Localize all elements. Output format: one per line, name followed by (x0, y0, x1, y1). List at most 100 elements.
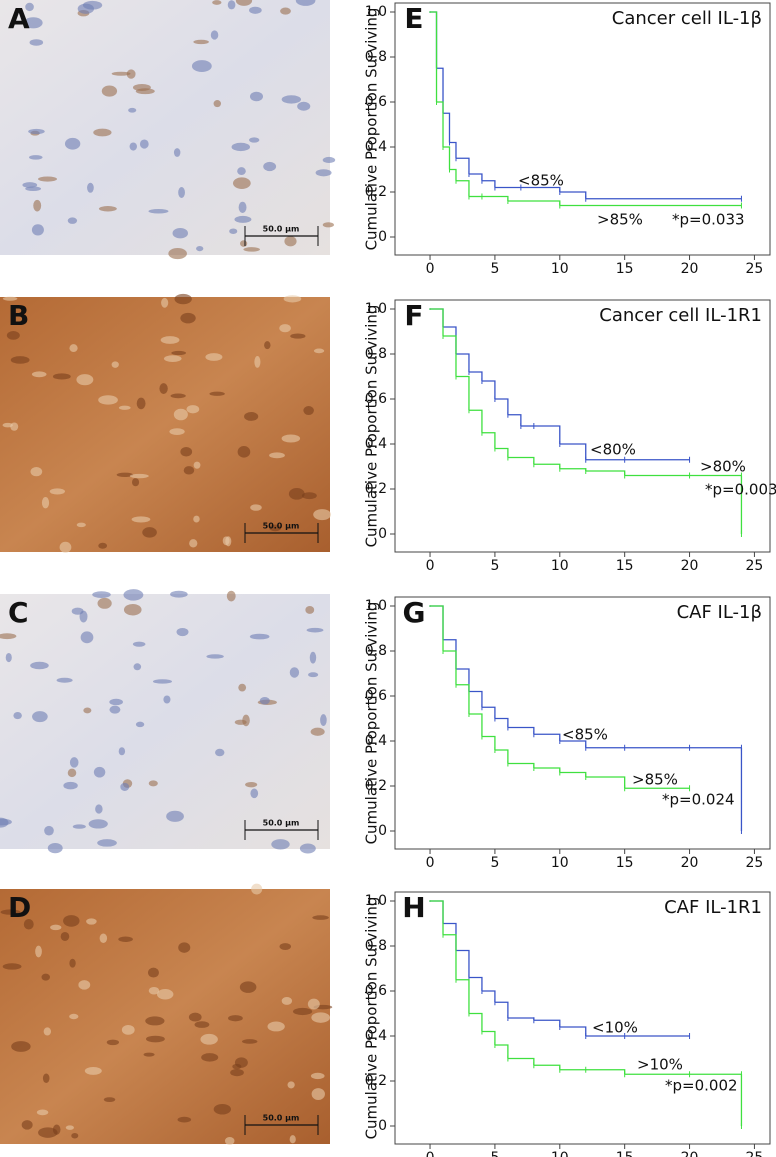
cell-nucleus (283, 295, 302, 303)
cell-nucleus (21, 1120, 33, 1130)
cell-nucleus (249, 633, 270, 640)
cell-nucleus (242, 1039, 258, 1044)
cell-nucleus (163, 355, 182, 363)
cell-nucleus (147, 967, 159, 978)
cell-nucleus (232, 177, 251, 190)
plot-frame (394, 2, 771, 256)
cell-nucleus (320, 714, 327, 726)
km-step (455, 353, 470, 372)
km-step (443, 650, 457, 685)
km-step (481, 1030, 496, 1045)
y-tick-label: 1.0 (365, 4, 387, 20)
cell-nucleus (132, 478, 140, 487)
cell-nucleus (118, 936, 133, 942)
micrograph (0, 0, 330, 255)
panel-letter: H (402, 891, 425, 924)
km-step (559, 771, 587, 777)
y-tick-label: 0 (378, 823, 387, 839)
km-step (443, 922, 457, 951)
cell-nucleus (243, 247, 260, 252)
cell-nucleus (234, 215, 252, 223)
km-step (455, 979, 470, 1014)
cell-nucleus (213, 100, 221, 108)
x-tick-label: 25 (746, 558, 764, 574)
km-step (468, 371, 483, 381)
y-tick-label: 0.8 (365, 938, 387, 954)
cell-nucleus (92, 591, 111, 598)
cell-nucleus (168, 248, 187, 260)
km-step (436, 101, 444, 147)
cell-nucleus (86, 918, 97, 925)
x-tick-label: 5 (490, 1150, 499, 1157)
y-tick-label: 0.2 (365, 778, 387, 794)
x-tick-label: 20 (681, 1150, 699, 1157)
scale-bar-label: 50.0 µm (263, 1114, 300, 1123)
y-tick-label: 0 (378, 526, 387, 542)
panel-letter: C (8, 596, 29, 629)
panel-letter: D (8, 891, 31, 924)
y-axis-label: Cumulative Proportion Surviving (363, 602, 381, 845)
series-label: <85% (562, 726, 608, 744)
cell-nucleus (269, 452, 285, 459)
series-label: <80% (590, 441, 636, 459)
cell-nucleus (264, 341, 271, 350)
cell-nucleus (244, 412, 259, 421)
cell-nucleus (28, 128, 45, 135)
cell-nucleus (69, 344, 78, 353)
cell-nucleus (142, 527, 157, 538)
x-tick-label: 20 (681, 558, 699, 574)
cell-nucleus (292, 1007, 313, 1016)
cell-nucleus (65, 1125, 74, 1130)
cell-nucleus (234, 719, 247, 725)
cell-nucleus (284, 236, 297, 247)
cell-nucleus (297, 101, 311, 111)
series-label: >10% (637, 1056, 683, 1074)
km-step (585, 1069, 626, 1075)
km-step (559, 468, 587, 471)
cell-nucleus (136, 397, 146, 410)
cell-nucleus (194, 1021, 210, 1028)
cell-nucleus (322, 222, 335, 228)
cell-nucleus (279, 324, 291, 333)
cell-nucleus (6, 331, 20, 340)
cell-nucleus (98, 206, 117, 212)
y-tick-label: 1.0 (365, 893, 387, 909)
cell-nucleus (250, 788, 259, 799)
cell-nucleus (301, 492, 317, 500)
cell-nucleus (210, 30, 219, 40)
cell-nucleus (311, 1088, 325, 1101)
y-tick-label: 0.4 (365, 1028, 387, 1044)
km-step (455, 157, 470, 174)
cell-nucleus (299, 843, 316, 854)
km-step (507, 200, 561, 206)
km-step (430, 11, 438, 102)
cell-nucleus (183, 466, 195, 475)
cell-nucleus (126, 69, 136, 79)
x-tick-label: 5 (490, 261, 499, 277)
cell-nucleus (71, 1132, 79, 1139)
cell-nucleus (178, 186, 185, 198)
cell-nucleus (238, 683, 247, 692)
cell-nucleus (129, 473, 149, 479)
cell-nucleus (212, 0, 222, 5)
cell-nucleus (97, 839, 117, 847)
series-label: >85% (632, 771, 678, 789)
cell-nucleus (25, 2, 34, 12)
cell-nucleus (83, 707, 92, 714)
km-step (443, 326, 457, 354)
cell-nucleus (156, 989, 174, 1000)
cell-nucleus (237, 167, 246, 176)
plot-frame (394, 299, 771, 553)
cell-nucleus (72, 824, 86, 829)
cell-nucleus (111, 71, 131, 76)
cell-nucleus (176, 627, 189, 637)
cell-nucleus (193, 515, 200, 523)
cell-nucleus (173, 408, 188, 421)
cell-nucleus (42, 1073, 50, 1083)
cell-nucleus (288, 488, 305, 500)
cell-nucleus (249, 91, 263, 102)
km-step (507, 414, 522, 426)
cell-nucleus (310, 1072, 325, 1080)
cell-nucleus (35, 945, 42, 958)
km-step (443, 112, 451, 143)
